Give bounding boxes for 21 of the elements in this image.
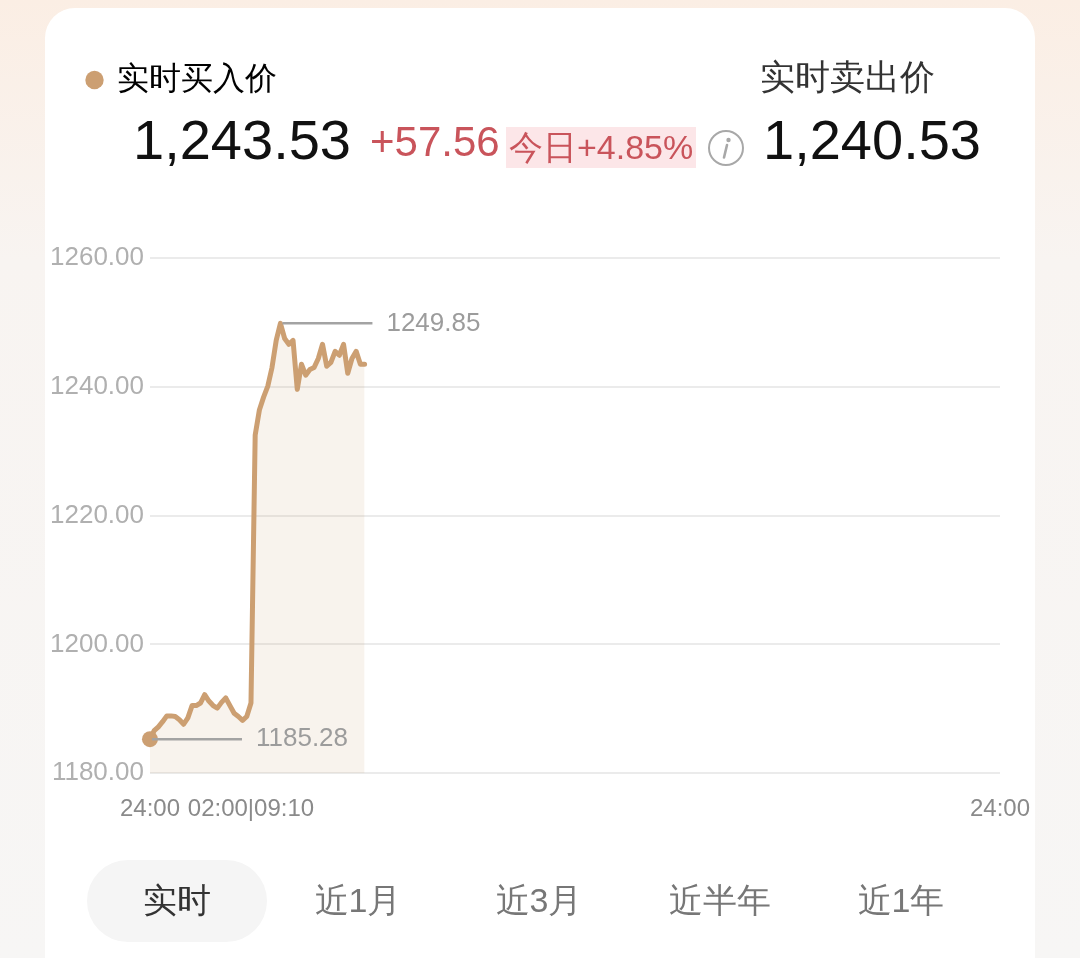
text: 近半年 bbox=[630, 860, 810, 942]
text: 1,240.53 bbox=[763, 108, 981, 171]
text: 实时卖出价 bbox=[760, 57, 935, 97]
x-tick-label: 24:00 bbox=[119, 794, 181, 822]
data-label: 1249.85 bbox=[386, 306, 481, 337]
y-tick-label: 1260.00 bbox=[50, 241, 144, 272]
text: 近3月 bbox=[449, 860, 629, 942]
data-label: 1185.28 bbox=[255, 722, 349, 753]
x-tick-label: 02:00|09:10 bbox=[187, 794, 315, 822]
text: 实时 bbox=[87, 860, 267, 942]
text: 今日+4.85% bbox=[506, 127, 697, 168]
x-tick-label: 24:00 bbox=[969, 794, 1031, 822]
y-tick-label: 1220.00 bbox=[50, 498, 144, 529]
text: 近1年 bbox=[811, 860, 991, 942]
y-tick-label: 1200.00 bbox=[50, 627, 144, 658]
y-tick-label: 1180.00 bbox=[51, 756, 144, 787]
text: 近1月 bbox=[268, 860, 448, 942]
legend-label: 实时买入价 bbox=[117, 59, 277, 96]
text: +57.56 bbox=[370, 118, 500, 165]
y-tick-label: 1240.00 bbox=[50, 369, 144, 400]
text: 1,243.53 bbox=[133, 108, 351, 171]
